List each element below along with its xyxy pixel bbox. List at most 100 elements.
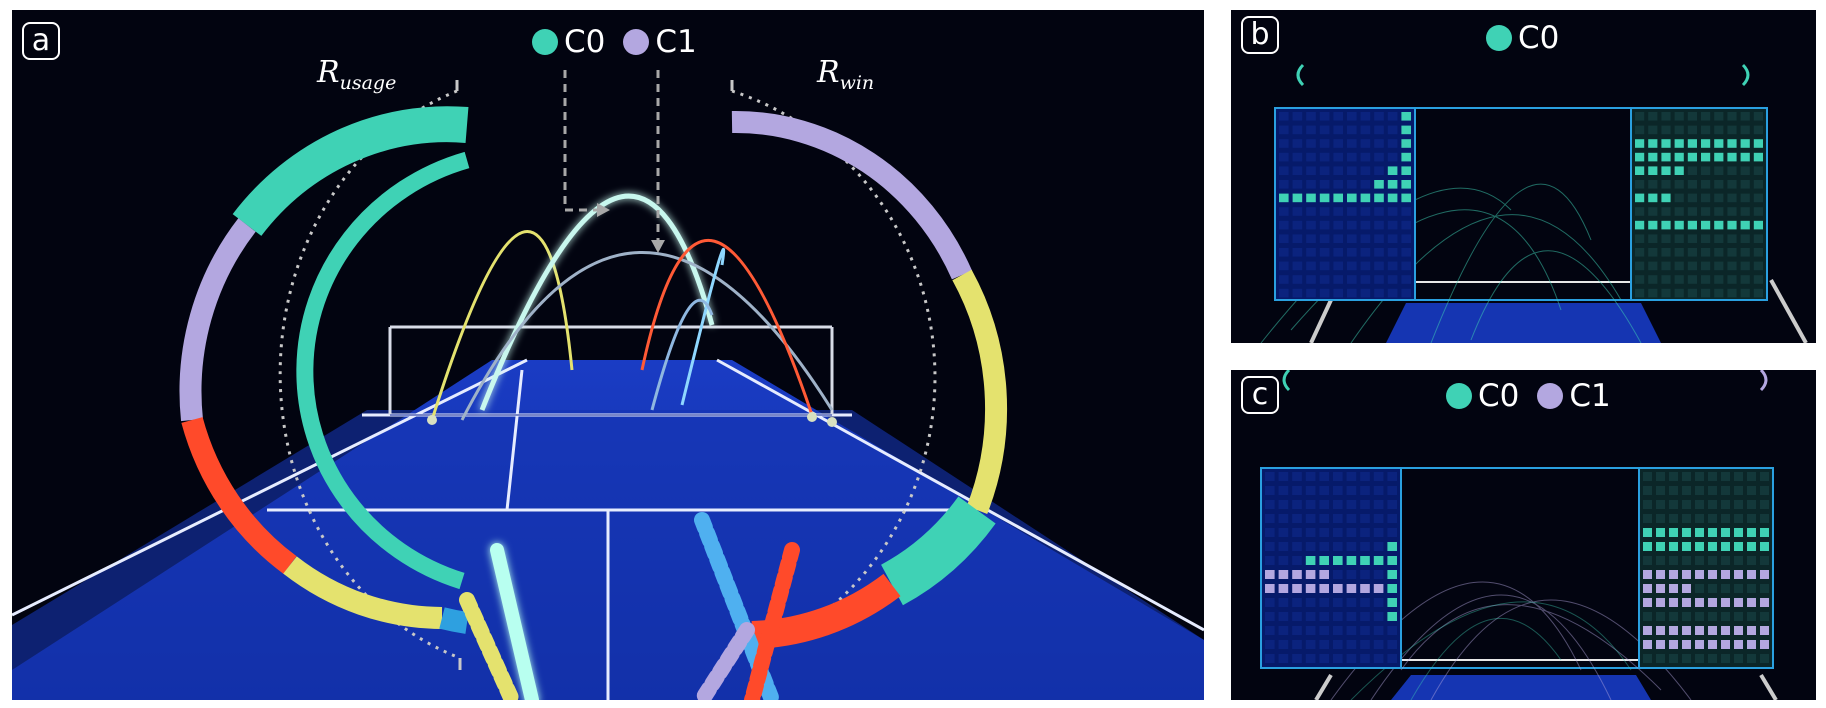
- heatmap-cell: [1669, 654, 1678, 663]
- heatmap-cell: [1333, 472, 1343, 481]
- heatmap-cell: [1374, 234, 1384, 243]
- heatmap-cell: [1292, 180, 1303, 189]
- heatmap-cell: [1387, 584, 1397, 593]
- heatmap-cell: [1727, 139, 1737, 148]
- heatmap-cell: [1278, 514, 1289, 523]
- heatmap-cell: [1387, 275, 1398, 284]
- heatmap-cell: [1648, 125, 1658, 135]
- heatmap-cell: [1360, 598, 1370, 607]
- heatmap-cell: [1292, 626, 1302, 635]
- heatmap-cell: [1753, 288, 1763, 298]
- heatmap-scene-c: [1260, 370, 1778, 700]
- heatmap-cell: [1360, 556, 1370, 565]
- heatmap-cell: [1306, 288, 1316, 298]
- heatmap-cell: [1734, 472, 1743, 481]
- heatmap-cell: [1292, 275, 1303, 284]
- heatmap-cell: [1656, 640, 1665, 649]
- heatmap-cell: [1401, 139, 1411, 148]
- heatmap-cell: [1753, 139, 1763, 148]
- heatmap-cell: [1753, 234, 1763, 243]
- heatmap-cell: [1333, 112, 1343, 121]
- heatmap-cell: [1760, 514, 1769, 523]
- heatmap-cell: [1346, 584, 1357, 593]
- heatmap-cell: [1661, 207, 1671, 216]
- heatmap-cell: [1279, 220, 1289, 230]
- heatmap-cell: [1333, 139, 1343, 148]
- heatmap-cell: [1648, 207, 1658, 216]
- heatmap-cell: [1278, 486, 1289, 495]
- heatmap-cell: [1721, 640, 1730, 649]
- heatmap-cell: [1648, 166, 1658, 175]
- heatmap-cell: [1708, 640, 1717, 649]
- heatmap-cell: [1721, 598, 1730, 607]
- heatmap-cell: [1760, 570, 1769, 579]
- heatmap-cell: [1346, 514, 1357, 523]
- heatmap-cell: [1387, 598, 1397, 607]
- heatmap-cell: [1727, 112, 1737, 121]
- heatmap-cell: [1347, 193, 1357, 203]
- heatmap-cell: [1721, 486, 1730, 495]
- heatmap-cell: [1278, 612, 1289, 621]
- heatmap-cell: [1753, 180, 1763, 189]
- heatmap-cell: [1319, 640, 1329, 649]
- heatmap-cell: [1656, 500, 1665, 509]
- heatmap-cell: [1727, 248, 1737, 257]
- heatmap-cell: [1674, 180, 1684, 189]
- heatmap-cell: [1701, 193, 1711, 203]
- heatmap-cell: [1760, 640, 1769, 649]
- heatmap-cell: [1278, 472, 1289, 481]
- heatmap-cell: [1279, 248, 1289, 257]
- heatmap-cell: [1714, 112, 1724, 121]
- heatmap-cell: [1669, 542, 1678, 551]
- heatmap-cell: [1701, 288, 1711, 298]
- heatmap-cell: [1292, 486, 1302, 495]
- heatmap-cell: [1360, 166, 1371, 175]
- heatmap-cell: [1347, 261, 1357, 271]
- heatmap-cell: [1669, 528, 1678, 537]
- heatmap-cell: [1635, 139, 1645, 148]
- heatmap-cell: [1305, 486, 1316, 495]
- heatmap-cell: [1360, 139, 1371, 148]
- heatmap-cell: [1319, 261, 1330, 271]
- heatmap-cell: [1374, 220, 1384, 230]
- heatmap-cell: [1740, 275, 1750, 284]
- heatmap-cell: [1714, 288, 1724, 298]
- heatmap-cell: [1648, 288, 1658, 298]
- heatmap-cell: [1346, 472, 1357, 481]
- heatmap-cell: [1360, 612, 1370, 621]
- heatmap-cell: [1708, 556, 1717, 565]
- heatmap-cell: [1401, 193, 1411, 203]
- heatmap-cell: [1721, 528, 1730, 537]
- heatmap-cell: [1635, 207, 1645, 216]
- heatmap-cell: [1701, 180, 1711, 189]
- heatmap-cell: [1347, 152, 1357, 162]
- heatmap-cell: [1674, 234, 1684, 243]
- heatmap-cell: [1747, 626, 1756, 635]
- heatmap-cell: [1387, 640, 1397, 649]
- heatmap-cell: [1360, 626, 1370, 635]
- heatmap-cell: [1747, 514, 1756, 523]
- heatmap-cell: [1333, 626, 1343, 635]
- heatmap-cell: [1648, 152, 1658, 162]
- heatmap-cell: [1387, 234, 1398, 243]
- heatmap-cell: [1278, 598, 1289, 607]
- heatmap-cell: [1401, 261, 1411, 271]
- heatmap-cell: [1747, 584, 1756, 593]
- heatmap-cell: [1747, 654, 1756, 663]
- heatmap-cell: [1347, 220, 1357, 230]
- heatmap-cell: [1347, 275, 1357, 284]
- heatmap-cell: [1643, 556, 1652, 565]
- heatmap-cell: [1727, 152, 1737, 162]
- heatmap-cell: [1333, 166, 1343, 175]
- heatmap-cell: [1687, 139, 1697, 148]
- heatmap-cell: [1292, 570, 1302, 579]
- legend-b: C0: [1486, 20, 1577, 56]
- heatmap-cell: [1727, 166, 1737, 175]
- heatmap-cell: [1387, 570, 1397, 579]
- heatmap-cell: [1674, 207, 1684, 216]
- heatmap-cell: [1347, 207, 1357, 216]
- heatmap-cell: [1635, 112, 1645, 121]
- heatmap-cell: [1687, 248, 1697, 257]
- heatmap-cell: [1701, 112, 1711, 121]
- heatmap-cell: [1734, 598, 1743, 607]
